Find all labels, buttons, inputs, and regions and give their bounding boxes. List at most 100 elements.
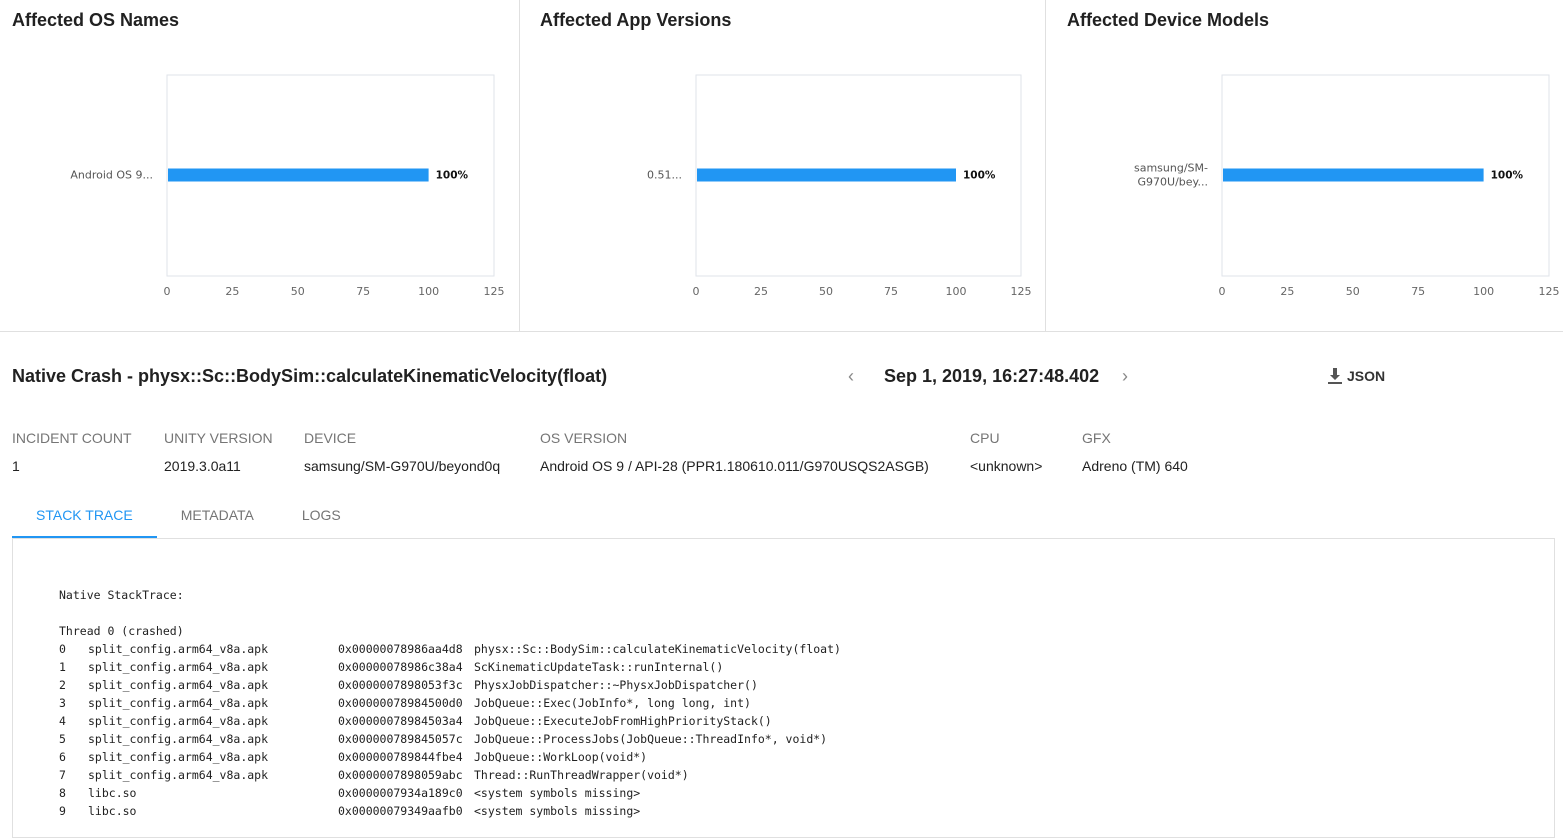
frame-index: 8	[59, 786, 66, 800]
stack-frame: 7 split_config.arm64_v8a.apk 0x00000078980…	[13, 768, 1554, 786]
x-tick-label: 100	[1473, 285, 1494, 298]
info-device: DEVICE samsung/SM-G970U/beyond0q	[304, 430, 500, 474]
x-tick-label: 25	[754, 285, 768, 298]
crash-title: Native Crash - physx::Sc::BodySim::calcu…	[12, 366, 608, 386]
chart-title: Affected OS Names	[12, 10, 180, 30]
info-value: Adreno (TM) 640	[1082, 458, 1188, 474]
frame-symbol: <system symbols missing>	[474, 804, 641, 818]
frame-module: split_config.arm64_v8a.apk	[88, 660, 269, 674]
frame-module: split_config.arm64_v8a.apk	[88, 642, 269, 656]
frame-index: 0	[59, 642, 66, 656]
frame-index: 6	[59, 750, 66, 764]
frame-address: 0x0000007934a189c0	[338, 786, 463, 800]
frame-address: 0x00000078986aa4d8	[338, 642, 463, 656]
x-tick-label: 75	[356, 285, 370, 298]
device-models-chart: 0 25 50 75 100 125 100% samsung/SM-G970U/bey...	[1134, 74, 1560, 298]
chevron-left-icon[interactable]: ‹	[848, 366, 854, 386]
bar-data-label: 100%	[1491, 170, 1524, 182]
trace-header: Native StackTrace:	[59, 588, 184, 602]
frame-address: 0x00000078984500d0	[338, 696, 463, 710]
stack-frame: 1 split_config.arm64_v8a.apk 0x00000078986…	[13, 660, 1554, 678]
info-cpu: CPU <unknown>	[970, 430, 1042, 474]
frame-module: split_config.arm64_v8a.apk	[88, 714, 269, 728]
chart-panel-device-models: Affected Device Models 0 25 50 75 100 125 100%…	[1046, 0, 1563, 332]
frame-index: 5	[59, 732, 66, 746]
x-tick-label: 125	[1011, 285, 1032, 298]
frame-symbol: JobQueue::ExecuteJobFromHighPriorityStac…	[474, 714, 772, 728]
stack-frame: 5 split_config.arm64_v8a.apk 0x00000078984…	[13, 732, 1554, 750]
info-value: 1	[12, 458, 20, 474]
info-label: CPU	[970, 430, 1000, 446]
frame-address: 0x000000789844fbe4	[338, 750, 463, 764]
x-tick-label: 125	[1539, 285, 1560, 298]
category-label: Android OS 9...	[70, 169, 153, 182]
stack-trace-panel: Native StackTrace: Thread 0 (crashed) 0 s…	[12, 538, 1555, 838]
download-icon	[1328, 368, 1342, 384]
frame-address: 0x00000079349aafb0	[338, 804, 463, 818]
frame-index: 4	[59, 714, 66, 728]
x-tick-label: 75	[884, 285, 898, 298]
bar[interactable]	[1223, 168, 1484, 182]
frame-index: 3	[59, 696, 66, 710]
x-tick-label: 75	[1411, 285, 1425, 298]
download-json-button[interactable]: JSON	[1327, 367, 1385, 385]
stack-frame: 9 libc.so 0x00000079349aafb0 <system symbol…	[13, 804, 1554, 822]
frame-symbol: Thread::RunThreadWrapper(void*)	[474, 768, 689, 782]
tab-metadata[interactable]: METADATA	[180, 507, 254, 523]
frame-address: 0x00000078986c38a4	[338, 660, 463, 674]
category-label: samsung/SM-G970U/bey...	[1134, 162, 1208, 189]
stack-frame: 4 split_config.arm64_v8a.apk 0x00000078984…	[13, 714, 1554, 732]
info-incident-count: INCIDENT COUNT 1	[12, 430, 132, 474]
chart-panel-app-versions: Affected App Versions 0 25 50 75 100 125 100% 0…	[520, 0, 1046, 332]
x-tick-label: 50	[291, 285, 305, 298]
frame-symbol: JobQueue::WorkLoop(void*)	[474, 750, 648, 764]
frame-address: 0x0000007898053f3c	[338, 678, 463, 692]
frame-index: 9	[59, 804, 66, 818]
frame-symbol: physx::Sc::BodySim::calculateKinematicVe…	[474, 642, 841, 656]
x-tick-label: 0	[693, 285, 700, 298]
frame-symbol: ScKinematicUpdateTask::runInternal()	[474, 660, 724, 674]
x-tick-label: 25	[1280, 285, 1294, 298]
x-tick-label: 0	[1219, 285, 1226, 298]
info-label: GFX	[1082, 430, 1111, 446]
tab-logs[interactable]: LOGS	[301, 507, 341, 523]
frame-module: split_config.arm64_v8a.apk	[88, 696, 269, 710]
chart-title: Affected App Versions	[540, 10, 732, 30]
frame-module: split_config.arm64_v8a.apk	[88, 678, 269, 692]
frame-symbol: <system symbols missing>	[474, 786, 641, 800]
frame-index: 2	[59, 678, 66, 692]
info-label: UNITY VERSION	[164, 430, 273, 446]
bar[interactable]	[697, 168, 956, 182]
tab-bar: STACK TRACE METADATA LOGS	[12, 500, 365, 538]
stack-frame: 8 libc.so 0x0000007934a189c0 <system symbol…	[13, 786, 1554, 804]
info-label: INCIDENT COUNT	[12, 430, 132, 446]
frame-address: 0x0000007898059abc	[338, 768, 463, 782]
x-tick-label: 100	[418, 285, 439, 298]
info-unity-version: UNITY VERSION 2019.3.0a11	[164, 430, 273, 474]
frame-module: libc.so	[88, 786, 137, 800]
bar-data-label: 100%	[436, 170, 469, 182]
info-gfx: GFX Adreno (TM) 640	[1082, 430, 1188, 474]
plot-frame	[695, 74, 1022, 277]
json-label: JSON	[1347, 368, 1386, 384]
chevron-right-icon[interactable]: ›	[1122, 366, 1128, 386]
stack-frame: 0 split_config.arm64_v8a.apk 0x00000078986…	[13, 642, 1554, 660]
info-label: DEVICE	[304, 430, 357, 446]
frame-module: libc.so	[88, 804, 137, 818]
category-label: 0.51...	[647, 169, 682, 182]
frame-address: 0x000000789845057c	[338, 732, 463, 746]
tab-stack-trace[interactable]: STACK TRACE	[12, 500, 157, 538]
frame-module: split_config.arm64_v8a.apk	[88, 768, 269, 782]
crash-date: Sep 1, 2019, 16:27:48.402	[884, 366, 1100, 386]
frame-module: split_config.arm64_v8a.apk	[88, 750, 269, 764]
info-value: samsung/SM-G970U/beyond0q	[304, 458, 501, 474]
trace-thread: Thread 0 (crashed)	[59, 624, 184, 638]
os-names-chart: 0 25 50 75 100 125 100% Android OS 9...	[70, 74, 505, 298]
stack-frame: 2 split_config.arm64_v8a.apk 0x00000078980…	[13, 678, 1554, 696]
frame-symbol: JobQueue::ProcessJobs(JobQueue::ThreadIn…	[474, 732, 828, 746]
bar[interactable]	[168, 168, 429, 182]
chart-panel-os-names: Affected OS Names 0 25 50 75 100 125 100% Andro…	[0, 0, 520, 332]
frame-index: 1	[59, 660, 66, 674]
info-value: 2019.3.0a11	[164, 458, 241, 474]
frame-module: split_config.arm64_v8a.apk	[88, 732, 269, 746]
